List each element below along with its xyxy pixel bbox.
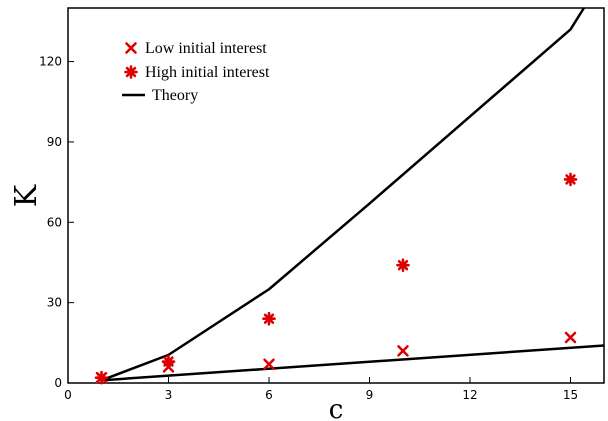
high-interest-point — [563, 172, 578, 187]
x-tick-label: 6 — [265, 388, 273, 402]
y-tick-label: 90 — [47, 135, 62, 149]
y-tick-label: 0 — [54, 376, 62, 390]
legend-marker-low — [125, 42, 137, 54]
x-tick-label: 0 — [64, 388, 72, 402]
theory-line-lower — [101, 344, 605, 382]
x-tick-label: 3 — [165, 388, 173, 402]
high-interest-point — [94, 370, 109, 385]
x-tick-label: 12 — [462, 388, 477, 402]
x-axis-title: c — [329, 395, 344, 421]
low-interest-point — [263, 358, 275, 370]
y-tick-label: 30 — [47, 296, 62, 310]
plot-frame — [67, 7, 605, 384]
low-interest-point — [397, 345, 409, 357]
y-tick-label: 120 — [39, 55, 62, 69]
high-interest-point — [262, 311, 276, 326]
y-tick-label: 60 — [47, 215, 62, 229]
low-interest-point — [564, 331, 577, 344]
high-interest-point — [396, 258, 410, 272]
legend-marker-high — [124, 65, 138, 79]
legend: Low initial interest High initial intere… — [122, 40, 270, 104]
y-axis-title: K — [9, 184, 44, 207]
x-tick-label: 15 — [563, 388, 578, 402]
legend-label-low: Low initial interest — [145, 40, 267, 57]
high-interest-point — [161, 354, 176, 369]
legend-label-high: High initial interest — [145, 64, 270, 81]
x-tick-label: 9 — [366, 388, 374, 402]
legend-label-theory: Theory — [152, 87, 198, 104]
